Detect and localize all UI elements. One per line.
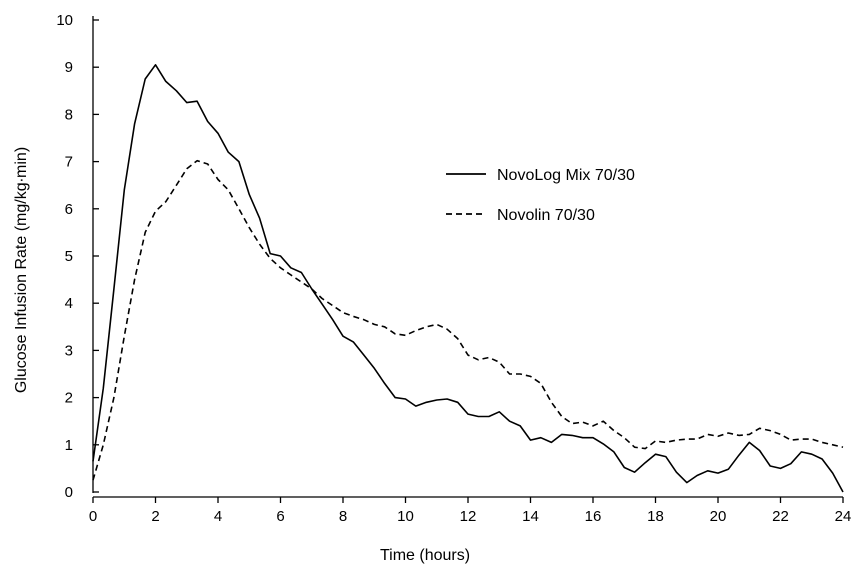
y-tick-label: 7 xyxy=(65,154,73,171)
y-axis-title: Glucose Infusion Rate (mg/kg∙min) xyxy=(13,147,30,393)
x-tick-label: 24 xyxy=(835,508,852,525)
x-tick-label: 12 xyxy=(460,508,477,525)
legend-label-novolog-mix: NovoLog Mix 70/30 xyxy=(497,167,635,184)
y-tick-label: 1 xyxy=(65,437,73,454)
x-tick-label: 4 xyxy=(214,508,222,525)
legend-label-novolin: Novolin 70/30 xyxy=(497,207,595,224)
x-tick-label: 14 xyxy=(522,508,539,525)
y-tick-label: 6 xyxy=(65,201,73,218)
x-tick-label: 16 xyxy=(585,508,602,525)
y-tick-label: 3 xyxy=(65,342,73,359)
series-line-novolog-mix xyxy=(92,64,844,493)
x-axis-title: Time (hours) xyxy=(380,547,470,564)
x-tick-label: 6 xyxy=(276,508,284,525)
y-tick-label: 0 xyxy=(65,484,73,501)
x-tick-label: 8 xyxy=(339,508,347,525)
legend: NovoLog Mix 70/30 Novolin 70/30 xyxy=(446,167,635,224)
x-tick-label: 0 xyxy=(89,508,97,525)
y-tick-label: 5 xyxy=(65,248,73,265)
y-tick-label: 8 xyxy=(65,106,73,123)
series-group xyxy=(92,64,844,493)
y-ticks: 0 1 2 3 4 5 6 7 8 9 10 xyxy=(56,12,99,501)
x-tick-label: 2 xyxy=(151,508,159,525)
y-tick-label: 2 xyxy=(65,390,73,407)
y-tick-label: 4 xyxy=(65,295,73,312)
x-ticks: 0 2 4 6 8 10 12 14 16 18 20 22 24 xyxy=(89,497,852,525)
y-tick-label: 9 xyxy=(65,59,73,76)
series-line-novolin xyxy=(92,159,844,481)
x-tick-label: 20 xyxy=(710,508,727,525)
x-tick-label: 18 xyxy=(647,508,664,525)
y-tick-label: 10 xyxy=(56,12,73,29)
x-tick-label: 10 xyxy=(397,508,414,525)
x-tick-label: 22 xyxy=(772,508,789,525)
